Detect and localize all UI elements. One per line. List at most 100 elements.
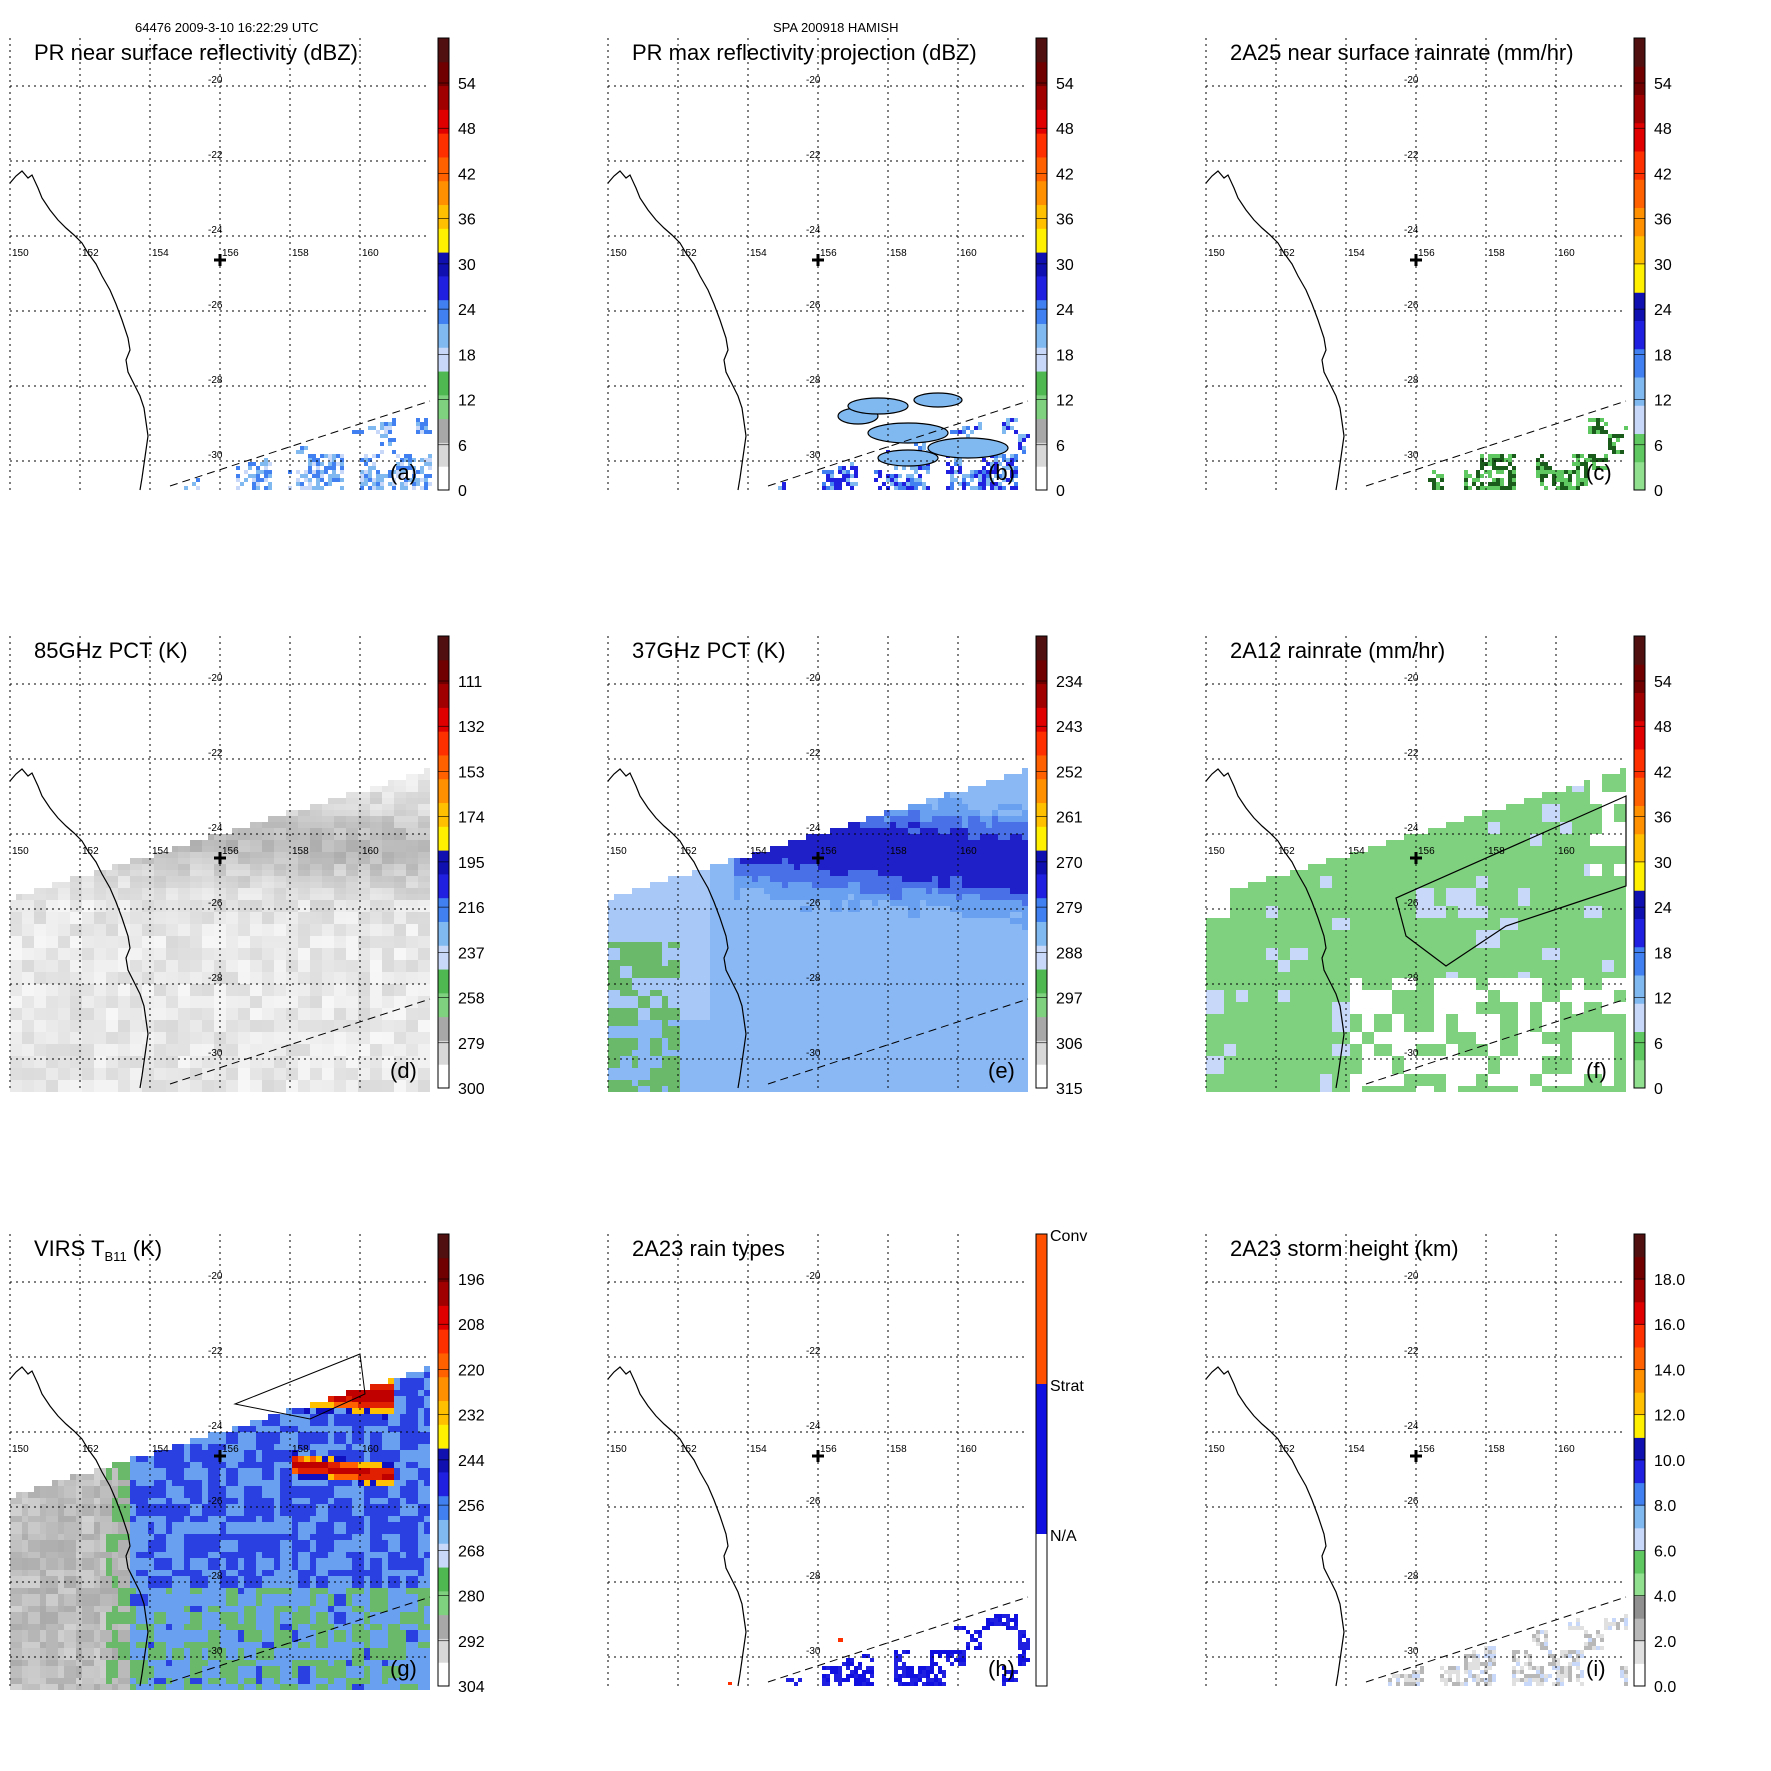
colorbar-band	[1634, 1347, 1645, 1371]
colorbar-tick-label: 270	[1056, 855, 1083, 872]
colorbar-band	[438, 85, 449, 110]
lat-tick-label: -28	[208, 375, 223, 386]
colorbar-band	[438, 1281, 449, 1306]
colorbar-band	[1036, 945, 1047, 970]
map-grid	[1205, 38, 1626, 490]
swath-edge-line	[1365, 400, 1627, 487]
map-grid	[607, 38, 1028, 490]
colorbar-band	[438, 992, 449, 1018]
colorbar-band	[438, 731, 449, 756]
colorbar-tick-label: 30	[1654, 855, 1672, 872]
colorbar-band	[1036, 921, 1047, 946]
lat-tick-label: -28	[1404, 1571, 1419, 1582]
colorbar-tick-label: 306	[1056, 1036, 1083, 1053]
colorbar-tick-label: 42	[1056, 166, 1074, 183]
colorbar: 54 48 42 36 30 24 18 12 6 0	[1035, 37, 1074, 500]
colorbar-tick-label: 12	[1056, 393, 1074, 410]
colorbar-tick-label: 12	[1654, 393, 1672, 410]
colorbar-band	[1634, 1256, 1645, 1280]
storm-center-marker	[1410, 254, 1422, 266]
lat-tick-label: -24	[806, 823, 821, 834]
lat-tick-label: -20	[1404, 1271, 1419, 1282]
panel-label: (a)	[390, 460, 417, 485]
storm-center-marker	[812, 852, 824, 864]
map-grid	[1205, 1234, 1626, 1686]
colorbar-band	[438, 683, 449, 708]
colorbar-tick-label: 279	[458, 1036, 485, 1053]
colorbar-band	[438, 826, 449, 851]
colorbar-band	[1634, 1663, 1645, 1687]
colorbar-tick-label: 24	[458, 302, 476, 319]
colorbar-band	[1634, 664, 1645, 693]
lat-tick-label: -30	[208, 1048, 223, 1059]
colorbar-band	[438, 921, 449, 946]
colorbar-band	[438, 1495, 449, 1520]
lon-tick-label: 152	[680, 248, 697, 259]
colorbar-band	[1634, 636, 1645, 665]
field-c	[1428, 418, 1628, 490]
panel-title-suffix: (K)	[127, 1236, 162, 1261]
map-grid	[9, 38, 430, 490]
panel-label: (b)	[988, 460, 1015, 485]
panel-a: 150 152 154 156 158 160 -20 -22 -24 -26 -28 -30 PR n…	[9, 37, 476, 500]
panel-title: VIRS TB11 (K)	[34, 1236, 162, 1264]
lat-tick-label: -26	[1404, 1496, 1419, 1507]
panel-b: 150 152 154 156 158 160 -20 -22 -24 -26 -28 -30 PR m…	[607, 37, 1074, 500]
colorbar-band	[1634, 1369, 1645, 1393]
panel-label: (f)	[1586, 1058, 1607, 1083]
lon-tick-label: 150	[12, 248, 29, 259]
colorbar-band	[438, 442, 449, 467]
colorbar-band	[1634, 292, 1645, 321]
colorbar-band	[438, 1305, 449, 1330]
colorbar-band	[438, 659, 449, 685]
colorbar-band	[1036, 394, 1047, 420]
lat-tick-label: -22	[208, 1346, 223, 1357]
colorbar: 234 243 252 261 270 279 288 297 306 315	[1035, 635, 1083, 1098]
colorbar-tick-label: 48	[1056, 121, 1074, 138]
lon-tick-label: 156	[820, 846, 837, 857]
storm-center-marker	[1410, 852, 1422, 864]
swath-edge-line	[169, 400, 431, 487]
colorbar-tick-label: 18	[1654, 945, 1672, 962]
field-i	[1388, 1614, 1628, 1686]
colorbar-band	[1634, 890, 1645, 919]
panel-label: (c)	[1586, 460, 1612, 485]
colorbar-band	[438, 1543, 449, 1568]
field-d	[10, 768, 430, 1092]
colorbar-band	[1036, 156, 1047, 182]
panel-title: PR near surface reflectivity (dBZ)	[34, 40, 358, 65]
lat-tick-label: -22	[806, 150, 821, 161]
colorbar-tick-label: 18	[1056, 347, 1074, 364]
lat-tick-label: -22	[1404, 150, 1419, 161]
colorbar-tick-label: 196	[458, 1272, 485, 1289]
lon-tick-label: 158	[292, 248, 309, 259]
colorbar-band	[1634, 122, 1645, 152]
colorbar-band	[438, 1424, 449, 1449]
colorbar-band	[1036, 38, 1047, 63]
colorbar-band	[1036, 897, 1047, 922]
colorbar-band	[1036, 418, 1047, 443]
lon-tick-label: 154	[1348, 846, 1365, 857]
colorbar-band	[1634, 1550, 1645, 1574]
colorbar-tick-label: 24	[1056, 302, 1074, 319]
lat-tick-label: -28	[208, 1571, 223, 1582]
colorbar-tick-label: 243	[1056, 719, 1083, 736]
colorbar-tick-label: 48	[1654, 121, 1672, 138]
colorbar-band	[438, 636, 449, 661]
lat-tick-label: -24	[1404, 225, 1419, 236]
lat-tick-label: -28	[806, 973, 821, 984]
colorbar-band	[1036, 371, 1047, 396]
colorbar-tick-label: 12.0	[1654, 1408, 1685, 1425]
lat-tick-label: -30	[208, 1646, 223, 1657]
colorbar-tick-label: 111	[458, 674, 482, 691]
coastline	[1205, 768, 1345, 1089]
colorbar-band	[1036, 466, 1047, 491]
colorbar-band	[438, 466, 449, 491]
colorbar-tick-label: 42	[1654, 166, 1672, 183]
colorbar-band	[1634, 320, 1645, 350]
colorbar-band	[1036, 252, 1047, 277]
colorbar-tick-label: 36	[1654, 810, 1672, 827]
colorbar-band	[438, 707, 449, 732]
colorbar-band	[438, 754, 449, 780]
field-h	[728, 1614, 1030, 1686]
